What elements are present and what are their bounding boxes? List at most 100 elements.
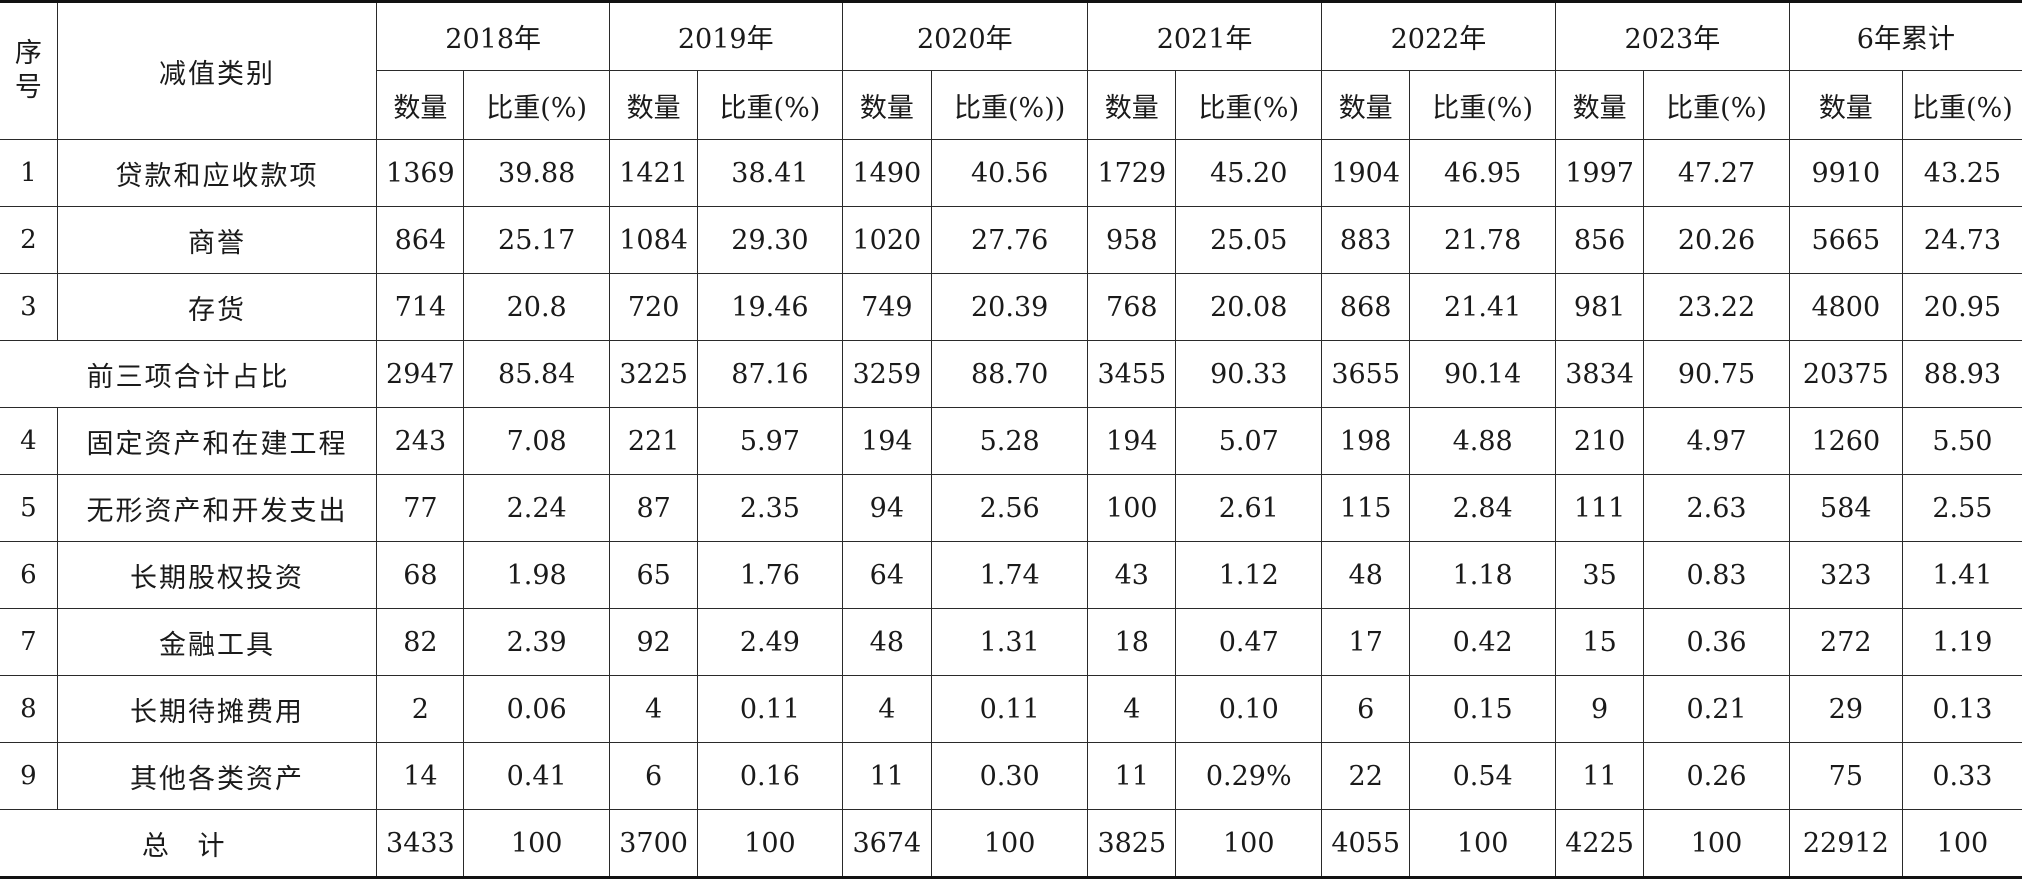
cell-share: 23.22 [1643, 273, 1790, 341]
cell-share: 4.97 [1643, 407, 1790, 475]
cell-share: 90.75 [1643, 340, 1790, 408]
cell-count: 14 [376, 742, 465, 810]
header-category: 减值类别 [56, 1, 378, 140]
cell-share: 20.08 [1175, 273, 1323, 341]
cell-share: 47.27 [1643, 139, 1790, 207]
cell-count: 981 [1554, 273, 1645, 341]
cell-count: 714 [376, 273, 465, 341]
cell-share: 0.83 [1643, 541, 1790, 609]
header-count: 数量 [1788, 70, 1903, 140]
row-category: 无形资产和开发支出 [56, 474, 378, 542]
cell-count: 22 [1321, 742, 1411, 810]
table-row: 1 贷款和应收款项 1369 39.88 1421 38.41 1490 40.56 1729 4… [0, 139, 2022, 207]
cell-share: 100 [1901, 809, 2022, 878]
cell-share: 4.88 [1409, 407, 1556, 475]
cell-count: 584 [1788, 474, 1903, 542]
cell-share: 5.28 [931, 407, 1089, 475]
cell-share: 0.16 [697, 742, 843, 810]
cell-share: 0.11 [697, 675, 843, 743]
header-share: 比重(%) [697, 70, 843, 140]
header-share: 比重(%) [1409, 70, 1556, 140]
cell-count: 18 [1087, 608, 1177, 676]
cell-share: 45.20 [1175, 139, 1323, 207]
cell-count: 2 [376, 675, 465, 743]
cell-count: 3433 [376, 809, 465, 878]
header-year: 2019年 [608, 1, 843, 71]
cell-count: 11 [841, 742, 933, 810]
cell-share: 0.33 [1901, 742, 2022, 810]
cell-count: 272 [1788, 608, 1903, 676]
row-category: 固定资产和在建工程 [56, 407, 378, 475]
cell-count: 1260 [1788, 407, 1903, 475]
cell-share: 2.35 [697, 474, 843, 542]
cell-share: 90.33 [1175, 340, 1323, 408]
total-row: 总 计 3433 100 3700 100 3674 100 3825 100 4055 100 42… [0, 809, 2022, 878]
cell-count: 4 [1087, 675, 1177, 743]
cell-count: 11 [1554, 742, 1645, 810]
cell-count: 1904 [1321, 139, 1411, 207]
cell-count: 3225 [608, 340, 699, 408]
cell-share: 0.21 [1643, 675, 1790, 743]
cell-share: 0.06 [463, 675, 610, 743]
header-share: 比重(%) [463, 70, 610, 140]
cell-share: 27.76 [931, 206, 1089, 274]
cell-count: 6 [1321, 675, 1411, 743]
cell-share: 2.24 [463, 474, 610, 542]
subtotal-label: 前三项合计占比 [0, 340, 378, 408]
cell-share: 0.15 [1409, 675, 1556, 743]
header-count: 数量 [608, 70, 699, 140]
table-row: 2 商誉 864 25.17 1084 29.30 1020 27.76 958 25.05 883… [0, 206, 2022, 274]
row-category: 金融工具 [56, 608, 378, 676]
cell-count: 868 [1321, 273, 1411, 341]
row-seq: 8 [0, 675, 58, 743]
header-count: 数量 [841, 70, 933, 140]
cell-count: 64 [841, 541, 933, 609]
cell-count: 9 [1554, 675, 1645, 743]
cell-count: 3825 [1087, 809, 1177, 878]
table-row: 3 存货 714 20.8 720 19.46 749 20.39 768 20.08 868 21.… [0, 273, 2022, 341]
cell-count: 323 [1788, 541, 1903, 609]
cell-share: 21.41 [1409, 273, 1556, 341]
cell-share: 1.98 [463, 541, 610, 609]
header-year: 2020年 [841, 1, 1089, 71]
cell-share: 7.08 [463, 407, 610, 475]
header-seq: 序号 [0, 1, 58, 140]
cell-count: 210 [1554, 407, 1645, 475]
cell-share: 1.74 [931, 541, 1089, 609]
cell-share: 100 [931, 809, 1089, 878]
cell-share: 24.73 [1901, 206, 2022, 274]
header-year: 6年累计 [1788, 1, 2022, 71]
cell-count: 15 [1554, 608, 1645, 676]
row-seq: 6 [0, 541, 58, 609]
row-category: 长期股权投资 [56, 541, 378, 609]
cell-share: 39.88 [463, 139, 610, 207]
cell-share: 0.11 [931, 675, 1089, 743]
cell-count: 43 [1087, 541, 1177, 609]
header-row-years: 序号 减值类别 2018年 2019年 2020年 2021年 2022年 2023年 6年累计 [0, 1, 2022, 140]
cell-count: 20375 [1788, 340, 1903, 408]
cell-count: 92 [608, 608, 699, 676]
header-count: 数量 [1554, 70, 1645, 140]
cell-count: 77 [376, 474, 465, 542]
cell-count: 4055 [1321, 809, 1411, 878]
table-row: 4 固定资产和在建工程 243 7.08 221 5.97 194 5.28 194 5.07 19… [0, 407, 2022, 475]
cell-count: 5665 [1788, 206, 1903, 274]
cell-count: 35 [1554, 541, 1645, 609]
cell-share: 2.39 [463, 608, 610, 676]
cell-count: 243 [376, 407, 465, 475]
cell-count: 1369 [376, 139, 465, 207]
cell-share: 25.05 [1175, 206, 1323, 274]
cell-count: 3655 [1321, 340, 1411, 408]
cell-count: 1020 [841, 206, 933, 274]
cell-share: 46.95 [1409, 139, 1556, 207]
cell-share: 0.30 [931, 742, 1089, 810]
cell-share: 0.26 [1643, 742, 1790, 810]
header-year: 2022年 [1321, 1, 1556, 71]
cell-share: 100 [463, 809, 610, 878]
row-category: 商誉 [56, 206, 378, 274]
row-seq: 1 [0, 139, 58, 207]
table-row: 7 金融工具 82 2.39 92 2.49 48 1.31 18 0.47 17 0.42 15 0.3… [0, 608, 2022, 676]
cell-count: 3259 [841, 340, 933, 408]
cell-count: 194 [1087, 407, 1177, 475]
cell-count: 720 [608, 273, 699, 341]
